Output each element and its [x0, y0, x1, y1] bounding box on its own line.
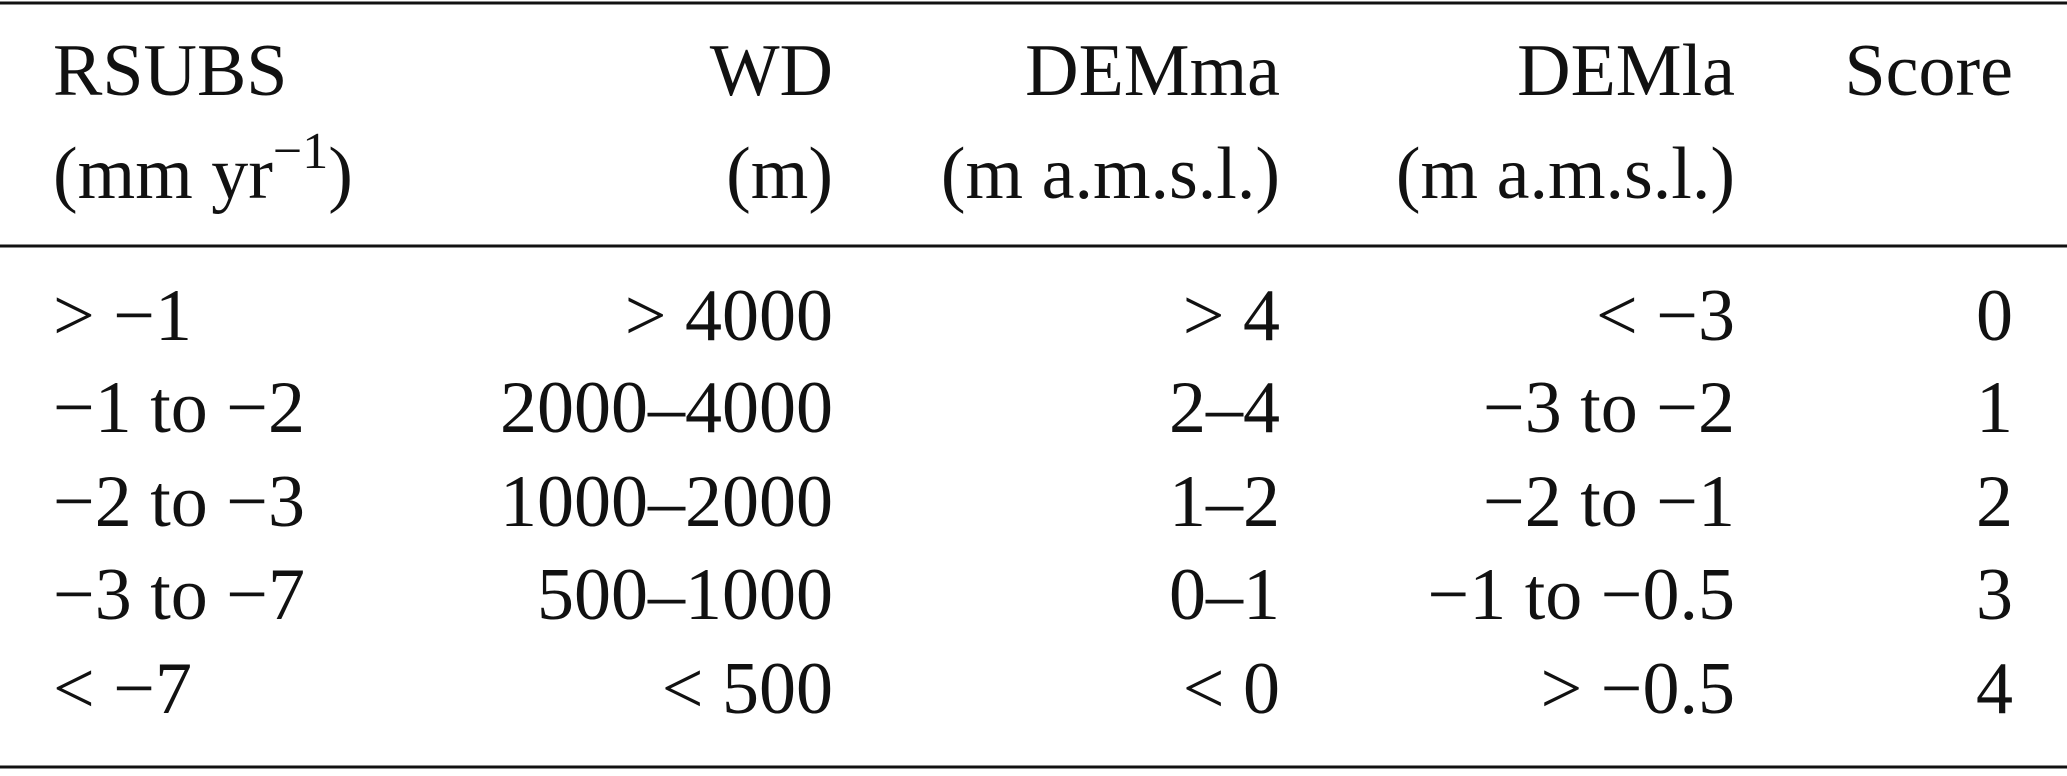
- cell: 1–2: [1169, 461, 1280, 543]
- header-unit: (m a.m.s.l.): [941, 133, 1280, 215]
- cell: 2: [1976, 461, 2013, 543]
- cell: 2000–4000: [500, 367, 833, 449]
- cell: > 4: [1183, 275, 1280, 357]
- cell: −3 to −7: [53, 554, 305, 636]
- header-name: DEMla: [1517, 30, 1735, 112]
- unit-text: (mm yr: [53, 133, 273, 215]
- cell: −3 to −2: [1483, 367, 1735, 449]
- cell: < −7: [53, 648, 192, 730]
- cell: 0: [1976, 275, 2013, 357]
- cell: 3: [1976, 554, 2013, 636]
- cell: > 4000: [625, 275, 833, 357]
- cell: −2 to −3: [53, 461, 305, 543]
- header-name: DEMma: [1025, 30, 1280, 112]
- cell: −1 to −0.5: [1427, 554, 1735, 636]
- unit-text: ): [328, 133, 353, 215]
- cell: 1000–2000: [500, 461, 833, 543]
- cell: 500–1000: [537, 554, 833, 636]
- header-unit: (m a.m.s.l.): [1396, 133, 1735, 215]
- cell: 2–4: [1169, 367, 1280, 449]
- header-unit: (m): [726, 133, 833, 215]
- cell: 0–1: [1169, 554, 1280, 636]
- unit-sup: −1: [273, 123, 328, 180]
- cell: < 500: [662, 648, 833, 730]
- header-name: WD: [710, 30, 833, 112]
- cell: 4: [1976, 648, 2013, 730]
- cell: > −1: [53, 275, 192, 357]
- header-name: RSUBS: [53, 30, 287, 112]
- cell: −1 to −2: [53, 367, 305, 449]
- header-name: Score: [1845, 30, 2014, 112]
- cell: −2 to −1: [1483, 461, 1735, 543]
- cell: < −3: [1596, 275, 1735, 357]
- cell: > −0.5: [1541, 648, 1735, 730]
- cell: < 0: [1183, 648, 1280, 730]
- header-unit: (mm yr−1): [53, 123, 353, 215]
- cell: 1: [1976, 367, 2013, 449]
